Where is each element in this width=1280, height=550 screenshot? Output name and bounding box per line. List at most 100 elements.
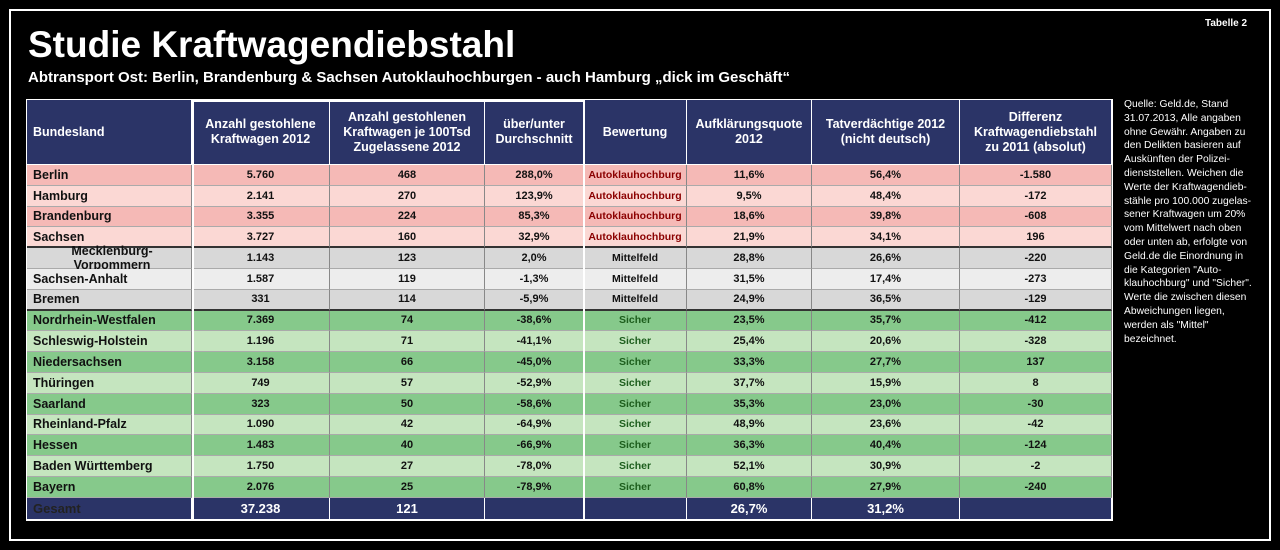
table-cell: 48,9%: [687, 414, 812, 436]
table-cell: 27,7%: [812, 352, 960, 373]
note-line: Werte der Kraftwagendieb-: [1124, 181, 1247, 193]
footer-empty: [485, 497, 584, 520]
table-cell: 32,9%: [485, 227, 584, 249]
table-cell: Sicher: [584, 352, 687, 373]
note-line: stähle pro 100.000 zugelas-: [1124, 195, 1252, 207]
table-cell: 30,9%: [812, 456, 960, 477]
state-name: Thüringen: [27, 373, 192, 394]
table-cell: -5,9%: [485, 289, 584, 311]
table-cell: 36,5%: [812, 289, 960, 311]
table-cell: 331: [192, 289, 330, 311]
table-cell: 27: [330, 456, 485, 477]
table-cell: 85,3%: [485, 206, 584, 228]
note-line: vom Mittelwert nach oben: [1124, 223, 1242, 235]
table-cell: Autoklauhochburg: [584, 185, 687, 207]
table-cell: 2,0%: [485, 248, 584, 269]
column-header: Anzahl gestohlene Kraftwagen 2012: [192, 100, 330, 165]
table-cell: 323: [192, 393, 330, 415]
table-cell: 57: [330, 373, 485, 394]
note-line: die Kategorien "Auto-: [1124, 264, 1222, 276]
table-cell: -1,3%: [485, 269, 584, 290]
table-cell: 11,6%: [687, 165, 812, 186]
table-cell: 123,9%: [485, 185, 584, 207]
footer-cell: 31,2%: [812, 497, 960, 520]
table-cell: -124: [960, 435, 1112, 457]
table-cell: 1.483: [192, 435, 330, 457]
table-cell: -30: [960, 393, 1112, 415]
note-line: Auskünften der Polizei-: [1124, 154, 1230, 166]
table-cell: -64,9%: [485, 414, 584, 436]
table-cell: Autoklauhochburg: [584, 206, 687, 228]
state-name: Niedersachsen: [27, 352, 192, 373]
table-cell: 37,7%: [687, 373, 812, 394]
table-cell: 749: [192, 373, 330, 394]
table-cell: -273: [960, 269, 1112, 290]
column-header: Aufklärungsquote 2012: [687, 100, 812, 165]
state-name: Brandenburg: [27, 206, 192, 228]
table-cell: -240: [960, 477, 1112, 498]
table-cell: 196: [960, 227, 1112, 249]
table-cell: 288,0%: [485, 165, 584, 186]
table-cell: 1.750: [192, 456, 330, 477]
table-cell: 17,4%: [812, 269, 960, 290]
table-cell: 137: [960, 352, 1112, 373]
table-cell: 23,6%: [812, 414, 960, 436]
state-name: Sachsen: [27, 227, 192, 249]
table-cell: -2: [960, 456, 1112, 477]
table-cell: -78,0%: [485, 456, 584, 477]
note: Quelle: Geld.de, Stand 31.07.2013, Alle a…: [1124, 98, 1252, 346]
table-cell: 20,6%: [812, 331, 960, 353]
table-cell: 23,0%: [812, 393, 960, 415]
footer-cell: Gesamt: [27, 497, 192, 520]
table-cell: -45,0%: [485, 352, 584, 373]
table-cell: Sicher: [584, 331, 687, 353]
table-cell: -66,9%: [485, 435, 584, 457]
table-cell: Sicher: [584, 477, 687, 498]
note-line: 31.07.2013, Alle angaben: [1124, 112, 1241, 124]
table-cell: 52,1%: [687, 456, 812, 477]
table-cell: 160: [330, 227, 485, 249]
footer-cell: 37.238: [192, 497, 330, 520]
table-cell: 26,6%: [812, 248, 960, 269]
state-name: Baden Württemberg: [27, 456, 192, 477]
table-cell: 1.196: [192, 331, 330, 353]
table-cell: 3.727: [192, 227, 330, 249]
table-cell: Sicher: [584, 435, 687, 457]
state-name: Bayern: [27, 477, 192, 498]
table-cell: 40,4%: [812, 435, 960, 457]
table-cell: Sicher: [584, 310, 687, 332]
table-cell: 23,5%: [687, 310, 812, 332]
table-cell: -412: [960, 310, 1112, 332]
table-cell: 21,9%: [687, 227, 812, 249]
note-line: den Delikten basieren auf: [1124, 140, 1241, 152]
table-cell: 24,9%: [687, 289, 812, 311]
note-line: Abweichungen liegen,: [1124, 305, 1225, 317]
table-cell: 36,3%: [687, 435, 812, 457]
table-cell: -608: [960, 206, 1112, 228]
table-cell: Mittelfeld: [584, 289, 687, 311]
table-cell: Sicher: [584, 393, 687, 415]
column-header: Differenz Kraftwagendiebstahl zu 2011 (a…: [960, 100, 1112, 165]
subtitle: Abtransport Ost: Berlin, Brandenburg & S…: [28, 69, 791, 86]
table-cell: 18,6%: [687, 206, 812, 228]
table-tag: Tabelle 2: [1205, 18, 1248, 29]
table-cell: Sicher: [584, 373, 687, 394]
table-cell: Mittelfeld: [584, 248, 687, 269]
table-cell: -1.580: [960, 165, 1112, 186]
table-cell: Autoklauhochburg: [584, 165, 687, 186]
note-line: sener Kraftwagen um 20%: [1124, 209, 1246, 221]
state-name: Schleswig-Holstein: [27, 331, 192, 353]
table-cell: 468: [330, 165, 485, 186]
table-cell: 71: [330, 331, 485, 353]
table-cell: 25: [330, 477, 485, 498]
state-name: Sachsen-Anhalt: [27, 269, 192, 290]
table-cell: -42: [960, 414, 1112, 436]
table-cell: 66: [330, 352, 485, 373]
table-cell: 39,8%: [812, 206, 960, 228]
state-name: Rheinland-Pfalz: [27, 414, 192, 436]
table-cell: 8: [960, 373, 1112, 394]
footer-empty: [584, 497, 687, 520]
table-cell: 35,7%: [812, 310, 960, 332]
table-cell: -220: [960, 248, 1112, 269]
